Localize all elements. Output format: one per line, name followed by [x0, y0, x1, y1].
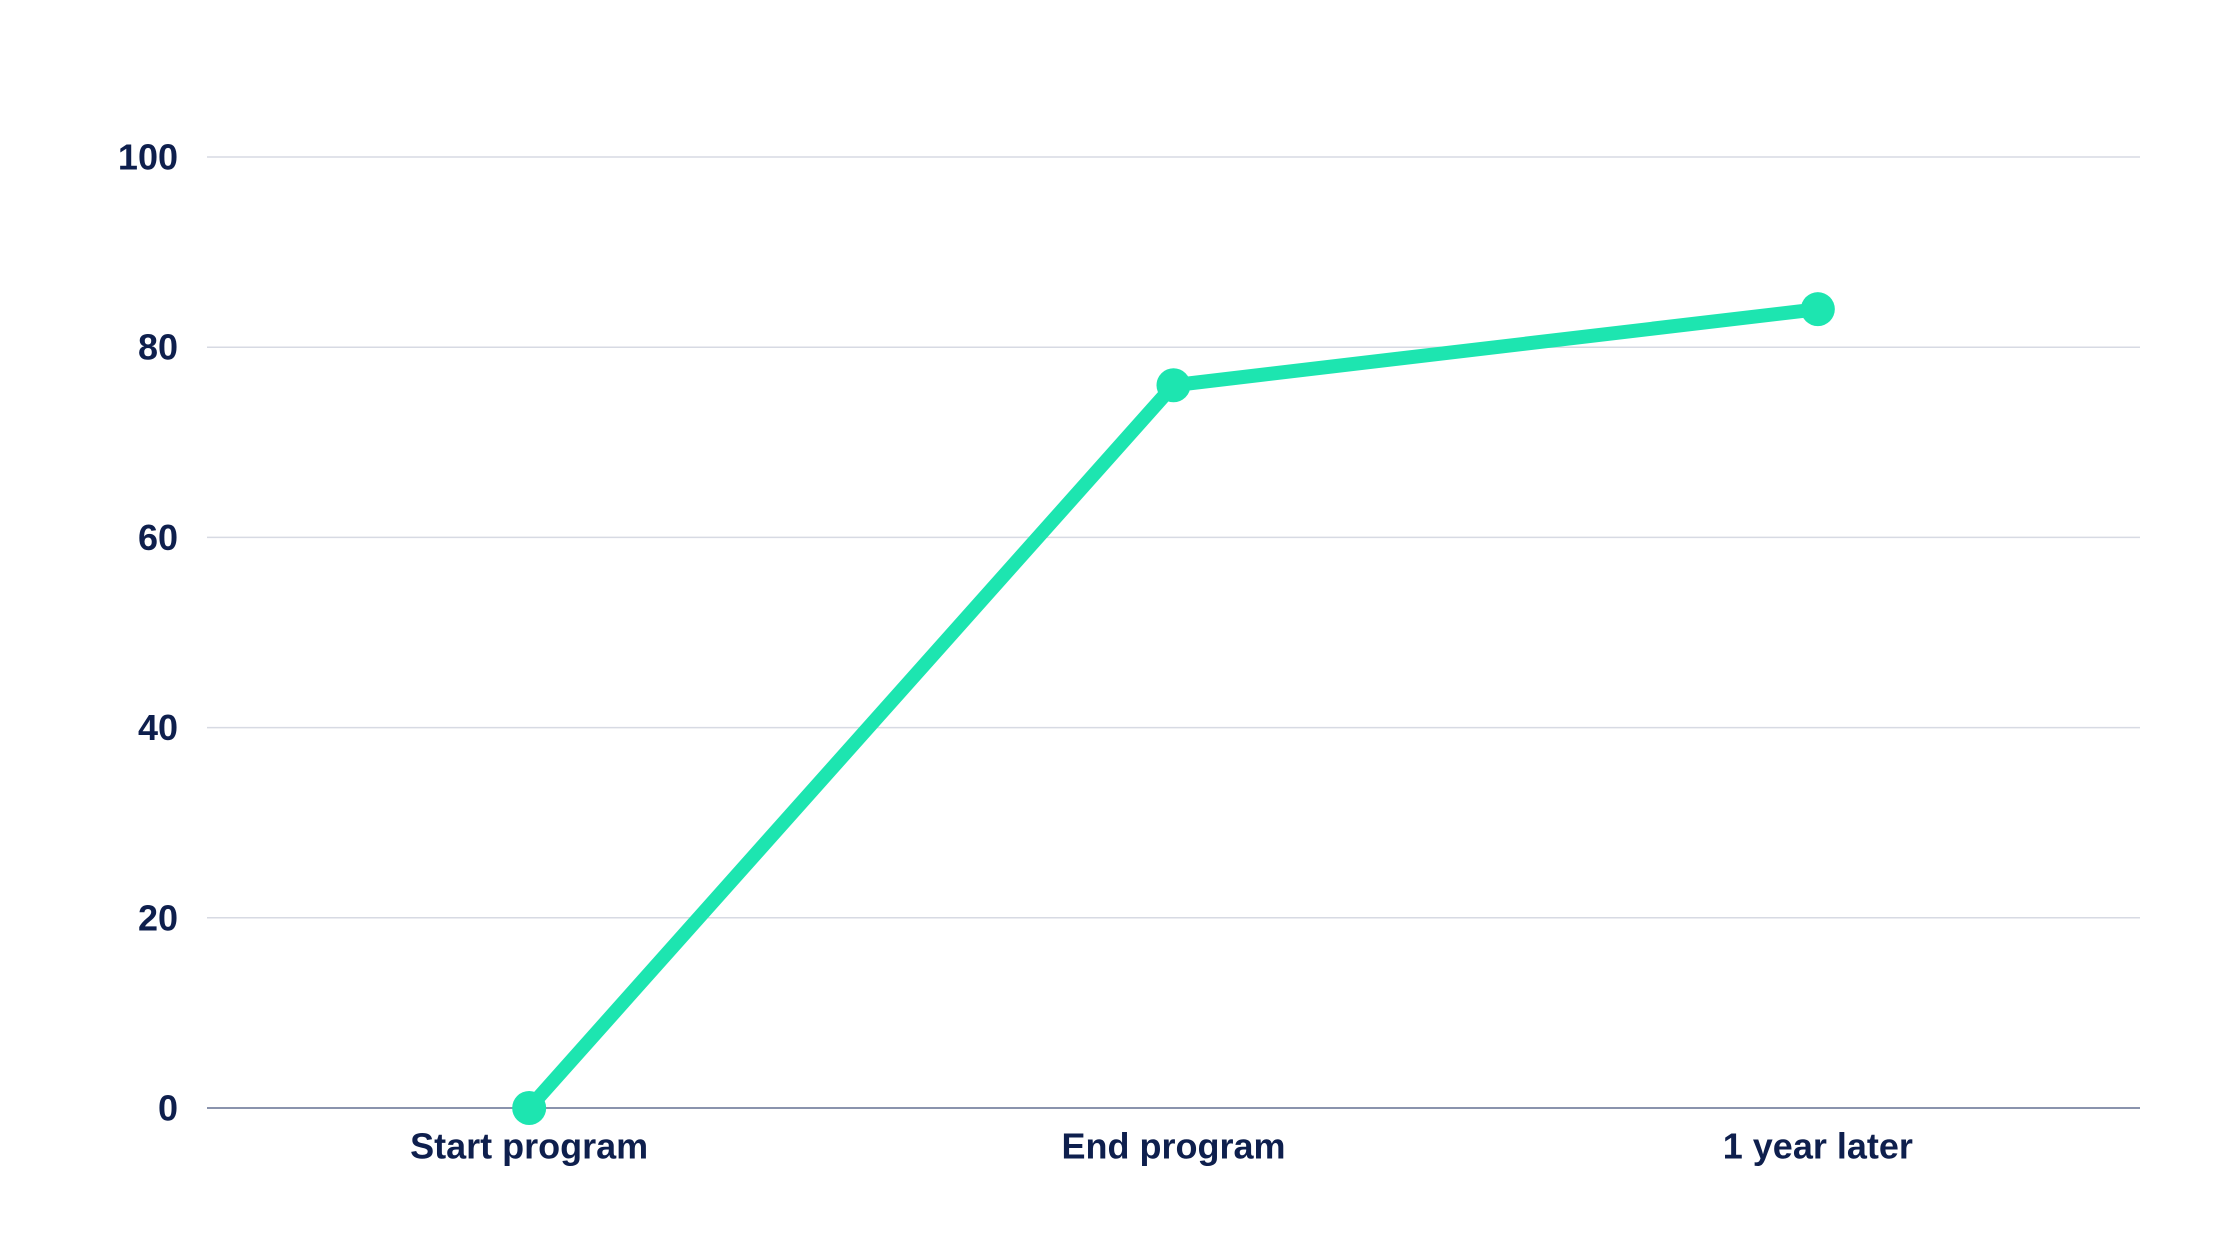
- y-tick-label: 20: [138, 897, 178, 938]
- data-point[interactable]: [1800, 292, 1835, 327]
- x-tick-label: Start program: [410, 1126, 648, 1167]
- x-axis-tick-labels: Start program End program 1 year later: [410, 1126, 1913, 1167]
- y-tick-label: 80: [138, 327, 178, 368]
- y-axis-tick-labels: 0 20 40 60 80 100: [118, 137, 178, 1129]
- y-tick-label: 60: [138, 517, 178, 558]
- y-tick-label: 40: [138, 707, 178, 748]
- series-layer: [512, 292, 1835, 1125]
- series-line: [522, 302, 1825, 1115]
- x-tick-label: 1 year later: [1723, 1126, 1913, 1167]
- x-tick-label: End program: [1061, 1126, 1285, 1167]
- data-point[interactable]: [1156, 368, 1191, 403]
- data-point[interactable]: [512, 1091, 547, 1125]
- gridlines: [207, 156, 2140, 1109]
- y-tick-label: 100: [118, 137, 178, 178]
- y-tick-label: 0: [158, 1088, 178, 1129]
